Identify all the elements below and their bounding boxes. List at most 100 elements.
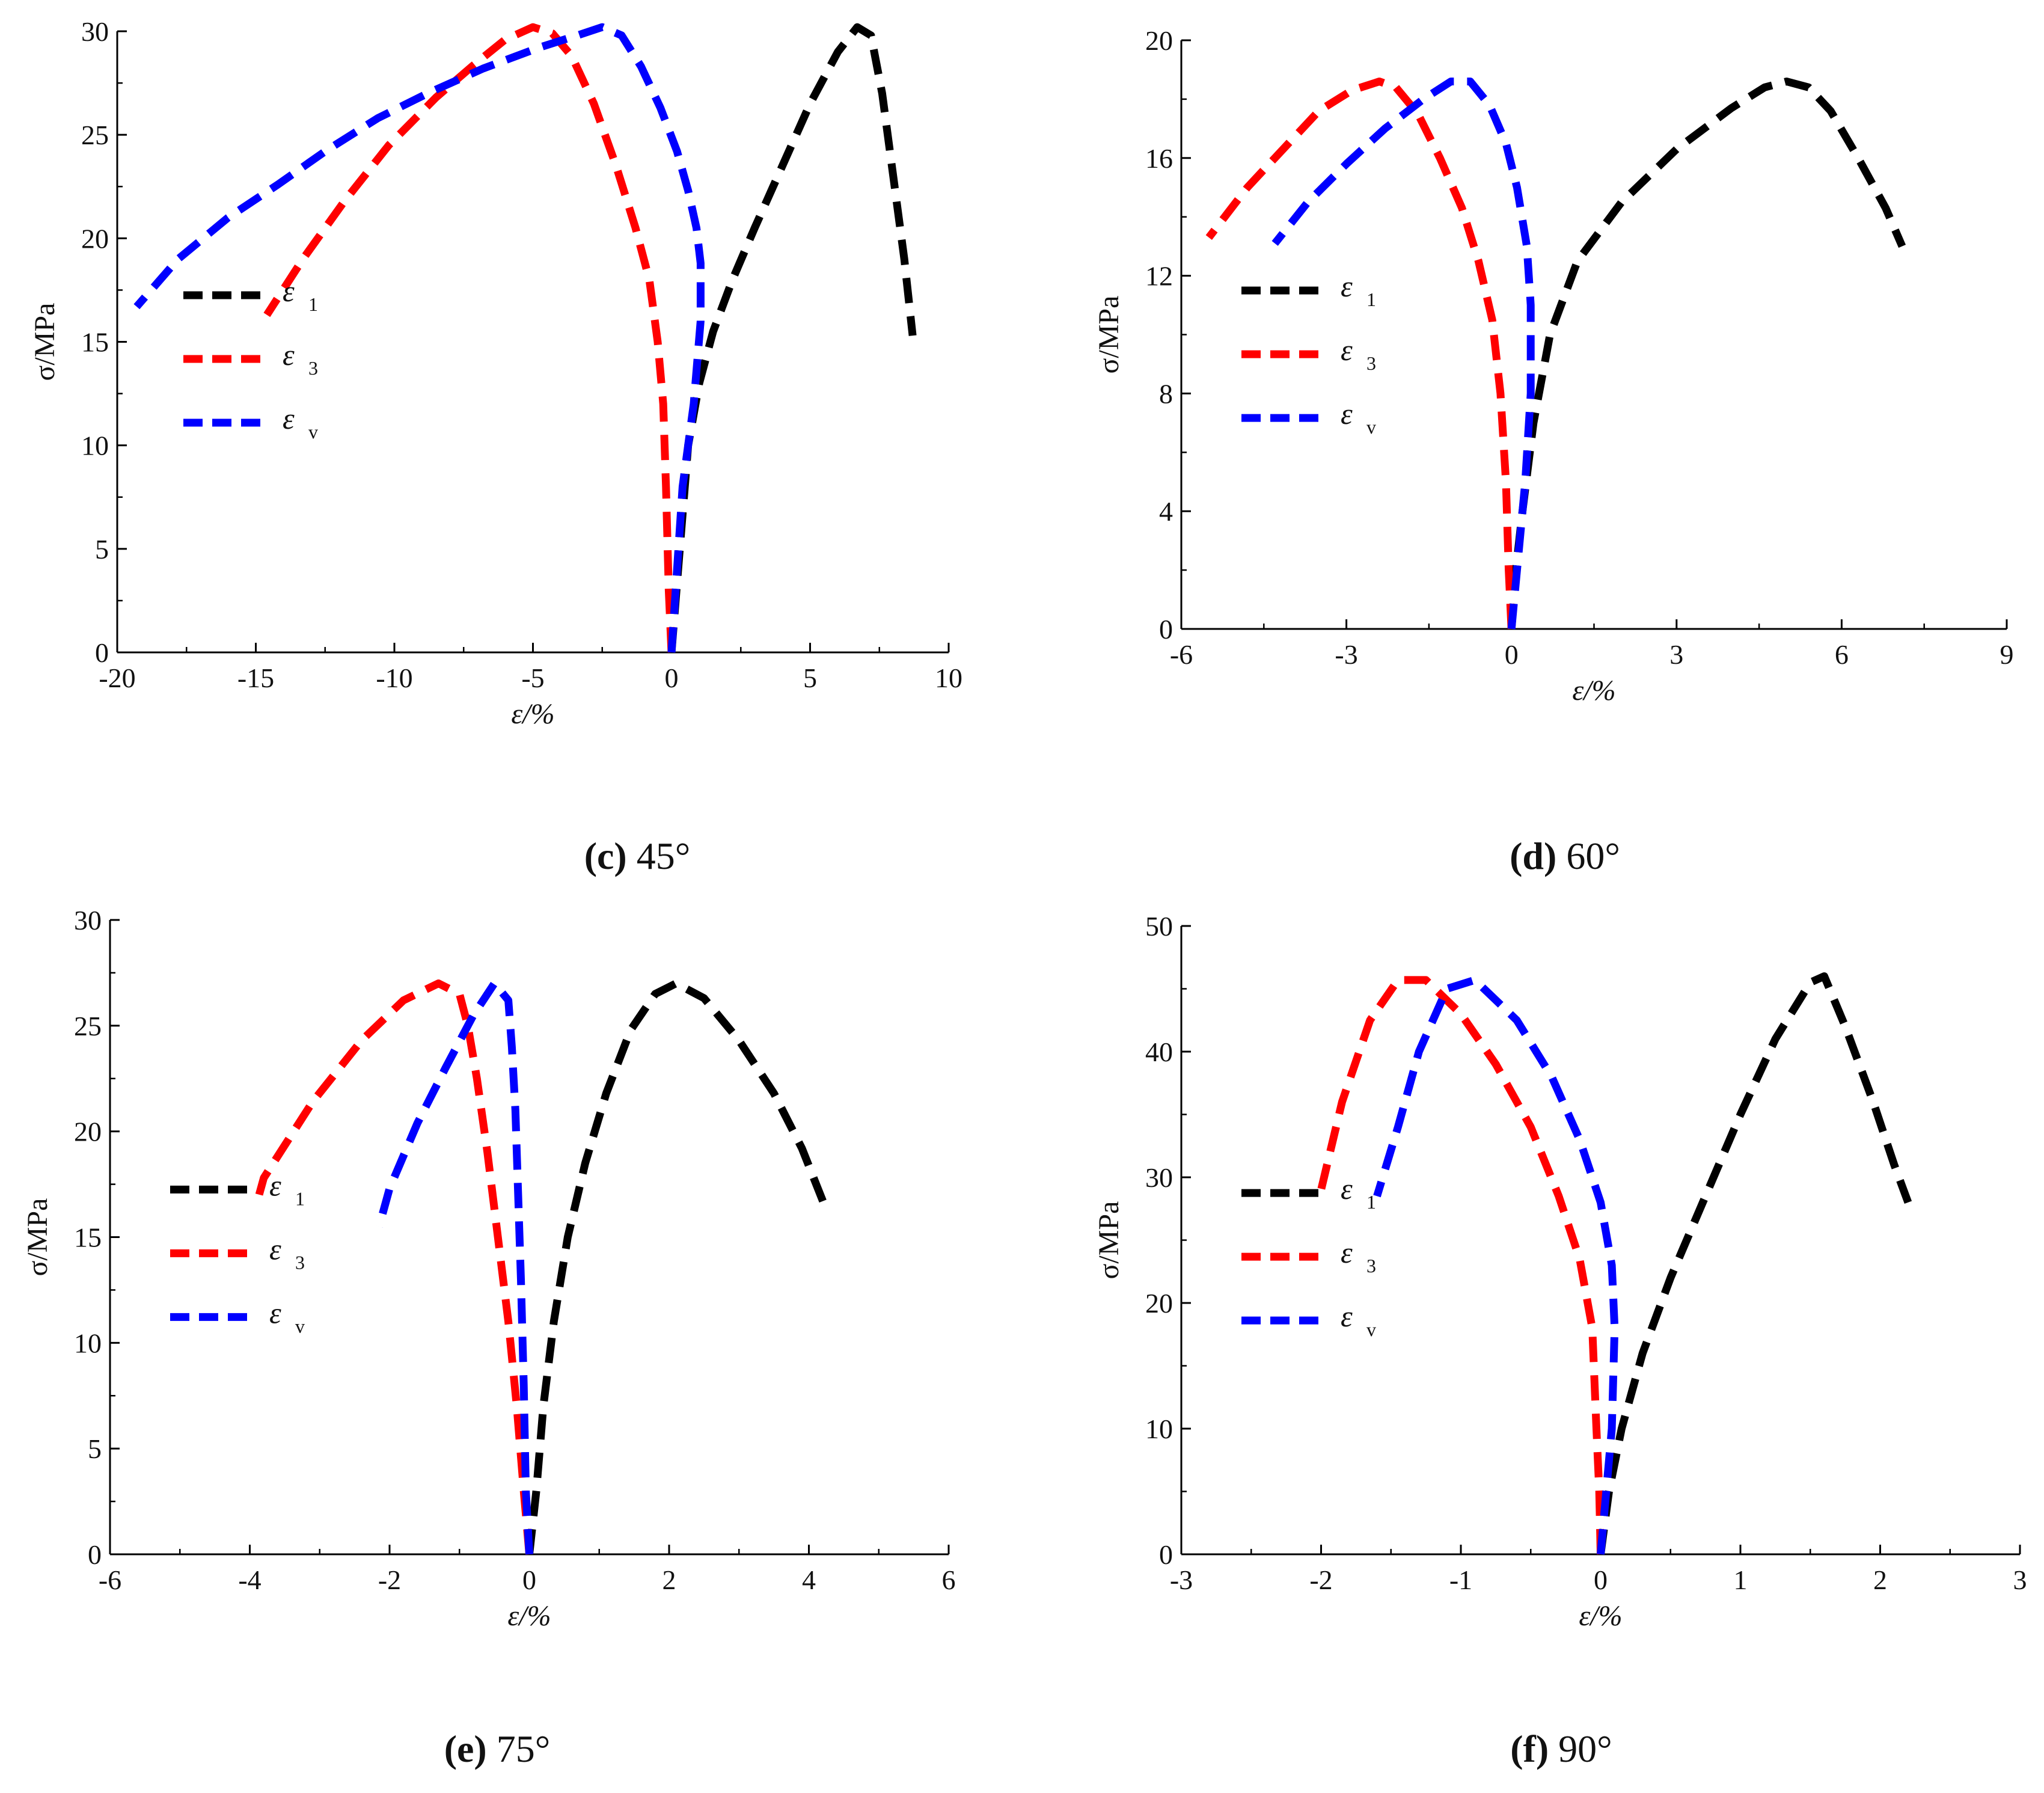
y-tick-label: 4 xyxy=(1159,496,1173,527)
series-line-e1 xyxy=(667,23,917,653)
y-tick-label: 25 xyxy=(81,120,109,150)
y-tick-label: 15 xyxy=(74,1222,102,1253)
x-tick-label: -15 xyxy=(237,663,274,693)
x-tick-label: -5 xyxy=(521,663,544,693)
x-tick-label: 6 xyxy=(1835,639,1849,670)
y-tick-label: 10 xyxy=(1145,1414,1173,1444)
x-tick-label: -10 xyxy=(376,663,412,693)
y-tick-label: 5 xyxy=(88,1433,102,1464)
x-tick-label: 1 xyxy=(1734,1565,1748,1595)
y-tick-label: 12 xyxy=(1145,261,1173,292)
legend-label: ε xyxy=(283,402,295,435)
x-tick-label: -3 xyxy=(1170,1565,1193,1595)
series-line-ev xyxy=(375,979,533,1555)
x-tick-label: 3 xyxy=(2013,1565,2027,1595)
y-axis-label: σ/MPa xyxy=(1093,296,1125,374)
legend-label: ε xyxy=(283,338,295,372)
y-tick-label: 0 xyxy=(1159,1539,1173,1570)
chart-caption: (c) 45° xyxy=(584,835,691,877)
legend-label: ε xyxy=(1341,397,1353,431)
series-line-ev xyxy=(1373,976,1619,1555)
y-tick-label: 5 xyxy=(95,534,109,565)
x-tick-label: -1 xyxy=(1449,1565,1472,1595)
y-axis-label: σ/MPa xyxy=(22,1198,54,1277)
legend-subscript: v xyxy=(308,421,318,443)
legend-subscript: 3 xyxy=(1366,1255,1376,1277)
legend-subscript: v xyxy=(295,1315,305,1337)
legend-label: ε xyxy=(269,1296,281,1329)
series-line-e3 xyxy=(1317,976,1605,1555)
legend-subscript: 3 xyxy=(295,1251,305,1273)
x-tick-label: 2 xyxy=(1873,1565,1887,1595)
y-tick-label: 8 xyxy=(1159,378,1173,409)
legend-subscript: 3 xyxy=(308,357,318,379)
y-tick-label: 0 xyxy=(1159,614,1173,645)
legend-subscript: 1 xyxy=(1366,1191,1376,1213)
series-line-e1 xyxy=(1597,972,1912,1555)
x-axis-label: ε/% xyxy=(1579,1600,1622,1632)
legend-label: ε xyxy=(283,274,295,308)
y-tick-label: 20 xyxy=(74,1117,102,1147)
series-line-e1 xyxy=(1507,78,1906,630)
caption-letter: (d) xyxy=(1510,835,1556,877)
x-tick-label: 5 xyxy=(803,663,817,693)
x-tick-label: 3 xyxy=(1669,639,1683,670)
series-line-ev xyxy=(133,23,705,653)
y-tick-label: 0 xyxy=(88,1539,102,1570)
legend-label: ε xyxy=(1341,1172,1353,1206)
x-tick-label: 10 xyxy=(935,663,962,693)
caption-letter: (f) xyxy=(1510,1727,1549,1770)
y-tick-label: 30 xyxy=(81,16,109,47)
x-tick-label: -20 xyxy=(99,663,135,693)
series-line-e3 xyxy=(263,23,676,653)
legend-subscript: 1 xyxy=(308,293,318,315)
y-tick-label: 40 xyxy=(1145,1037,1173,1067)
legend-label: ε xyxy=(1341,333,1353,367)
series-line-ev xyxy=(1271,78,1535,630)
x-tick-label: -2 xyxy=(378,1565,401,1595)
x-tick-label: 4 xyxy=(802,1565,816,1595)
y-tick-label: 50 xyxy=(1145,911,1173,942)
x-tick-label: -3 xyxy=(1335,639,1357,670)
caption-angle: 75° xyxy=(497,1727,551,1770)
series-line-e1 xyxy=(525,979,827,1555)
chart-caption: (f) 90° xyxy=(1510,1727,1612,1770)
series-line-e3 xyxy=(252,979,533,1555)
y-tick-label: 20 xyxy=(81,223,109,254)
x-axis-label: ε/% xyxy=(511,698,554,730)
x-tick-label: -4 xyxy=(238,1565,261,1595)
x-tick-label: -6 xyxy=(1170,639,1193,670)
x-axis-label: ε/% xyxy=(1572,675,1615,706)
chart-caption: (e) 75° xyxy=(444,1727,551,1770)
y-tick-label: 30 xyxy=(1145,1162,1173,1193)
caption-angle: 45° xyxy=(637,835,691,877)
x-tick-label: 6 xyxy=(942,1565,956,1595)
legend-subscript: 1 xyxy=(1366,289,1376,310)
y-tick-label: 20 xyxy=(1145,25,1173,56)
x-tick-label: -6 xyxy=(99,1565,121,1595)
x-tick-label: 0 xyxy=(665,663,679,693)
legend-subscript: 1 xyxy=(295,1188,305,1209)
legend-subscript: v xyxy=(1366,1319,1376,1340)
x-tick-label: 0 xyxy=(522,1565,536,1595)
legend-label: ε xyxy=(1341,269,1353,303)
x-tick-label: -2 xyxy=(1309,1565,1332,1595)
caption-letter: (c) xyxy=(584,835,627,877)
caption-angle: 90° xyxy=(1558,1727,1612,1770)
y-tick-label: 16 xyxy=(1145,143,1173,174)
y-tick-label: 10 xyxy=(74,1328,102,1358)
y-tick-label: 15 xyxy=(81,327,109,358)
x-tick-label: 2 xyxy=(662,1565,676,1595)
y-tick-label: 20 xyxy=(1145,1288,1173,1319)
caption-angle: 60° xyxy=(1566,835,1620,877)
legend-label: ε xyxy=(269,1168,281,1202)
y-tick-label: 25 xyxy=(74,1011,102,1041)
y-axis-label: σ/MPa xyxy=(1093,1201,1125,1280)
legend-subscript: v xyxy=(1366,416,1376,438)
legend-label: ε xyxy=(269,1232,281,1266)
